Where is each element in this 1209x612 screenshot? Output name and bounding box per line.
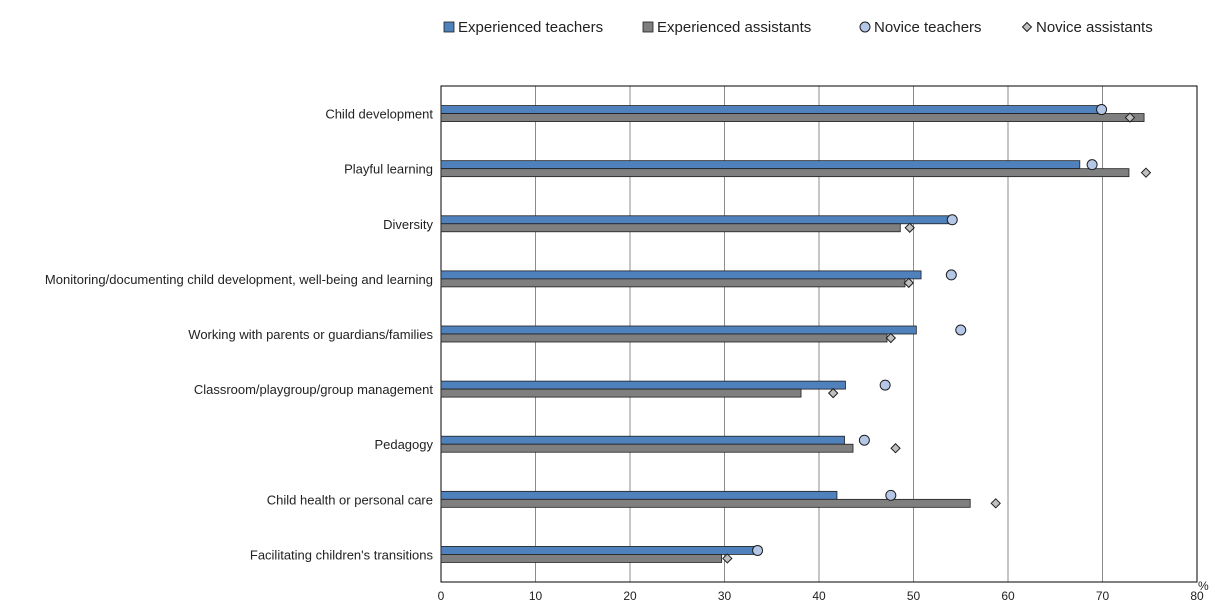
legend-swatch: [642, 21, 654, 33]
x-axis-ticks: 0 10 20 30 40 50 60 70 80: [438, 589, 1204, 603]
x-tick-label: 20: [623, 589, 637, 603]
bar-experienced-teachers: [440, 325, 917, 335]
category-label: Classroom/playgroup/group management: [194, 382, 434, 397]
point-novice-assistants: [904, 222, 915, 233]
point-novice-teachers: [879, 379, 891, 391]
point-novice-assistants: [722, 553, 733, 564]
legend-swatch: [443, 21, 455, 33]
point-novice-teachers: [945, 269, 957, 281]
bar-experienced-assistants: [440, 333, 888, 343]
bar-experienced-teachers: [440, 490, 838, 500]
bar-experienced-assistants: [440, 443, 854, 453]
point-novice-teachers: [885, 489, 897, 501]
point-novice-teachers: [955, 324, 967, 336]
x-tick-label: 40: [812, 589, 826, 603]
point-novice-assistants: [990, 498, 1001, 509]
point-novice-teachers: [858, 434, 870, 446]
x-tick-label: 60: [1001, 589, 1015, 603]
x-tick-label: 0: [438, 589, 445, 603]
legend-item: Novice teachers: [859, 19, 982, 36]
point-novice-teachers: [1086, 159, 1098, 171]
category-label: Working with parents or guardians/famili…: [188, 327, 433, 342]
point-novice-teachers: [1096, 104, 1108, 116]
legend-label: Novice teachers: [874, 19, 982, 36]
legend-item: Experienced teachers: [443, 19, 603, 36]
x-tick-label: 30: [718, 589, 732, 603]
x-tick-label: 50: [907, 589, 921, 603]
bar-experienced-assistants: [440, 554, 723, 563]
bar-experienced-teachers: [440, 160, 1081, 170]
legend-label: Experienced teachers: [458, 19, 603, 36]
category-label: Monitoring/documenting child development…: [45, 272, 433, 287]
legend-label: Experienced assistants: [657, 19, 811, 36]
legend-swatch: [859, 21, 871, 33]
legend-label: Novice assistants: [1036, 19, 1153, 36]
bar-experienced-teachers: [440, 270, 922, 280]
bar-experienced-teachers: [440, 546, 757, 555]
bars: [440, 105, 1145, 563]
point-novice-assistants: [827, 387, 839, 399]
point-novice-teachers: [752, 544, 764, 556]
x-axis-unit: %: [1198, 579, 1209, 593]
bar-experienced-teachers: [440, 380, 846, 390]
point-novice-assistants: [885, 332, 897, 344]
x-tick-label: 70: [1096, 589, 1110, 603]
category-label: Pedagogy: [374, 437, 433, 452]
category-label: Child health or personal care: [267, 492, 433, 507]
markers: [722, 104, 1152, 564]
legend: Experienced teachers Experienced assistan…: [443, 19, 1153, 36]
legend-item: Novice assistants: [1021, 19, 1153, 36]
category-labels: Child development Playful learning Diversi…: [45, 107, 434, 563]
category-label: Diversity: [383, 217, 433, 232]
bar-experienced-teachers: [440, 105, 1102, 114]
bar-experienced-assistants: [440, 278, 906, 288]
point-novice-assistants: [1124, 112, 1136, 123]
legend-swatch: [1021, 21, 1033, 33]
bar-experienced-teachers: [440, 435, 845, 445]
category-label: Child development: [325, 107, 433, 122]
x-tick-label: 10: [529, 589, 543, 603]
category-label: Facilitating children's transitions: [250, 547, 434, 562]
bar-experienced-assistants: [440, 168, 1130, 178]
category-label: Playful learning: [344, 162, 433, 177]
legend-item: Experienced assistants: [642, 19, 811, 36]
point-novice-assistants: [1140, 167, 1152, 178]
bar-experienced-assistants: [440, 113, 1145, 122]
bar-experienced-assistants: [440, 223, 901, 233]
point-novice-teachers: [946, 214, 958, 226]
bar-experienced-assistants: [440, 388, 802, 398]
bar-experienced-assistants: [440, 498, 971, 508]
point-novice-assistants: [890, 443, 901, 454]
x-tick-label: 80: [1190, 589, 1204, 603]
bar-experienced-teachers: [440, 215, 955, 225]
point-novice-assistants: [903, 277, 914, 289]
